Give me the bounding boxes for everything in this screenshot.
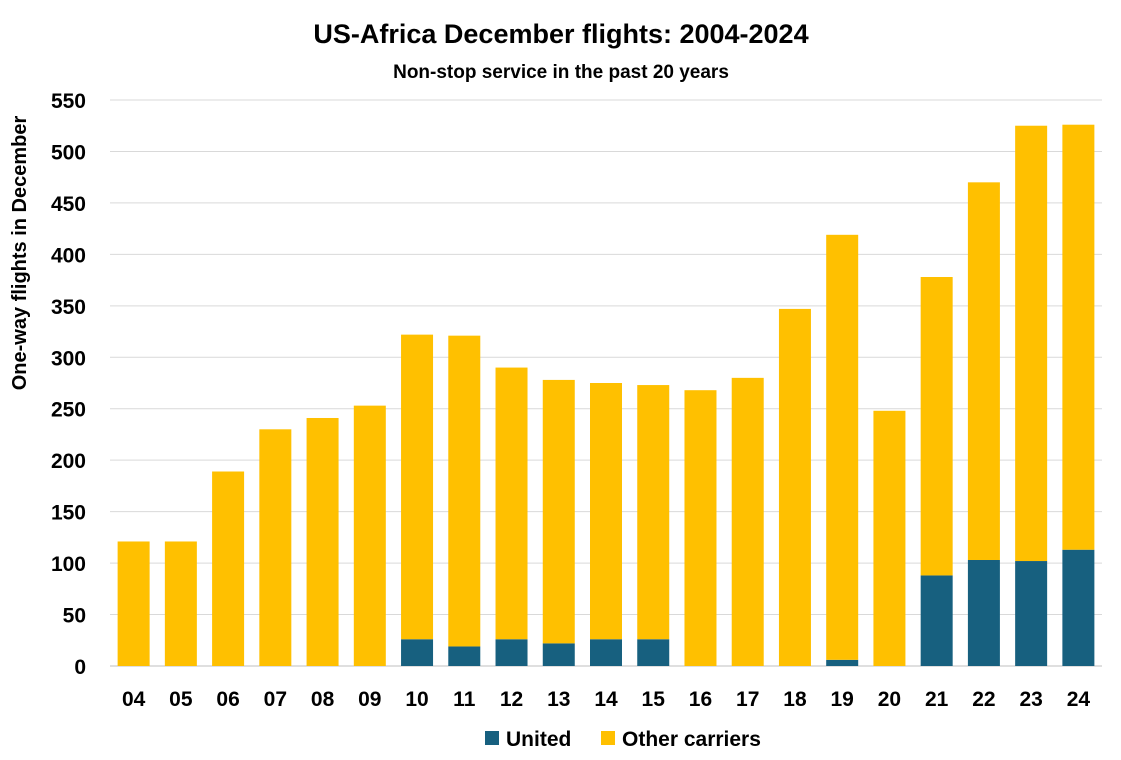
x-tick-label: 04	[122, 688, 146, 711]
bar-other-11	[448, 335, 481, 647]
bar-other-23	[1015, 125, 1048, 562]
chart-title: US-Africa December flights: 2004-2024	[313, 19, 808, 49]
bar-united-19	[826, 659, 859, 666]
bar-other-10	[401, 334, 434, 640]
x-tick-label: 21	[925, 688, 949, 711]
bar-other-19	[826, 234, 859, 660]
x-tick-label: 05	[169, 688, 193, 711]
y-tick-label: 300	[51, 347, 86, 370]
bar-united-10	[401, 639, 434, 666]
y-tick-label: 100	[51, 553, 86, 576]
x-tick-label: 14	[594, 688, 618, 711]
bar-other-17	[731, 377, 764, 666]
chart-subtitle: Non-stop service in the past 20 years	[393, 62, 729, 83]
bar-other-21	[920, 277, 953, 576]
y-tick-label: 50	[63, 605, 86, 628]
bar-other-04	[117, 541, 150, 666]
x-tick-label: 22	[972, 688, 995, 711]
bar-other-24	[1062, 124, 1095, 550]
legend-swatch-other	[601, 731, 615, 745]
bar-other-07	[259, 429, 292, 666]
bar-other-16	[684, 390, 717, 666]
x-tick-label: 24	[1067, 688, 1091, 711]
y-tick-label: 500	[51, 141, 86, 164]
x-tick-label: 07	[264, 688, 287, 711]
y-tick-label: 400	[51, 244, 86, 267]
y-tick-label: 550	[51, 90, 86, 113]
x-tick-label: 08	[311, 688, 335, 711]
legend: United Other carriers	[485, 728, 761, 751]
legend-label-other: Other carriers	[622, 728, 761, 751]
bar-other-20	[873, 410, 906, 666]
x-tick-label: 11	[453, 688, 476, 711]
x-tick-label: 10	[405, 688, 428, 711]
y-tick-label: 250	[51, 399, 86, 422]
y-tick-label: 450	[51, 193, 86, 216]
bar-other-22	[967, 182, 1000, 561]
bar-other-14	[590, 383, 622, 640]
x-tick-label: 16	[689, 688, 712, 711]
y-tick-label: 150	[51, 502, 86, 525]
bar-united-22	[967, 560, 1000, 666]
x-tick-label: 12	[500, 688, 523, 711]
bar-united-24	[1062, 549, 1095, 666]
x-tick-label: 18	[783, 688, 807, 711]
y-tick-label: 350	[51, 296, 86, 319]
bar-other-05	[164, 541, 197, 666]
x-tick-label: 20	[878, 688, 901, 711]
bar-other-18	[778, 308, 811, 666]
bar-other-09	[353, 405, 386, 666]
x-tick-label: 13	[547, 688, 570, 711]
x-tick-label: 19	[831, 688, 854, 711]
bar-united-11	[448, 646, 481, 666]
bar-united-13	[542, 643, 575, 666]
y-axis-label: One-way flights in December	[9, 116, 31, 391]
bar-united-15	[637, 639, 670, 666]
bar-other-15	[637, 385, 670, 640]
legend-label-united: United	[506, 728, 571, 751]
x-tick-label: 09	[358, 688, 381, 711]
bar-united-14	[590, 639, 622, 666]
y-tick-label: 200	[51, 450, 86, 473]
bar-united-21	[920, 575, 953, 666]
bar-united-12	[495, 639, 528, 666]
bar-united-23	[1015, 561, 1048, 666]
y-tick-label: 0	[74, 656, 86, 679]
bar-other-08	[306, 417, 339, 666]
bar-other-06	[212, 471, 245, 666]
bar-other-13	[542, 379, 575, 644]
x-tick-label: 15	[642, 688, 666, 711]
x-tick-label: 17	[736, 688, 759, 711]
legend-swatch-united	[485, 731, 499, 745]
x-tick-label: 06	[216, 688, 239, 711]
bar-other-12	[495, 367, 528, 640]
x-tick-label: 23	[1019, 688, 1042, 711]
